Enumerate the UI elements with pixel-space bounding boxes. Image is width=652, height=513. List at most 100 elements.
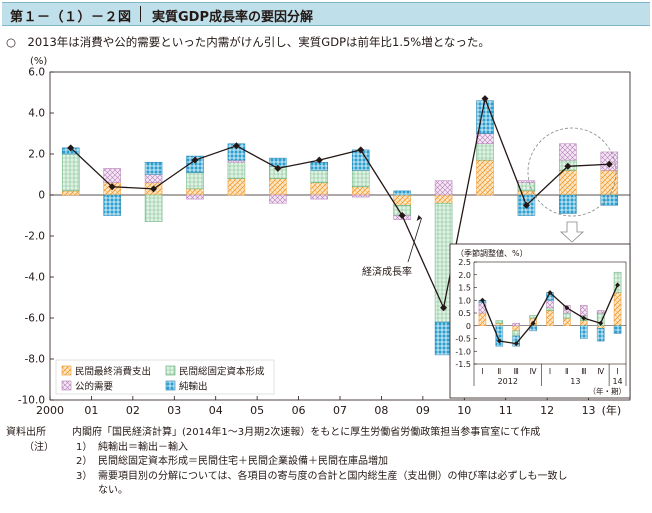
growth-point (581, 315, 587, 321)
bar-segment (596, 325, 605, 329)
inset-y-tick-label: 2.0 (458, 271, 471, 280)
bar-segment (227, 178, 246, 196)
bar-segment (186, 155, 204, 173)
note-key: 資料出所 (6, 427, 46, 438)
growth-point (513, 341, 519, 347)
bar-segment (600, 194, 619, 206)
growth-point (274, 164, 282, 172)
y-tick-label: -10.0 (18, 395, 45, 407)
inset-quarter-label: Ⅳ (530, 367, 537, 376)
note-text: ない。 (98, 485, 128, 496)
legend-swatch (165, 380, 176, 391)
note-number: 2） (76, 456, 93, 467)
x-tick-label: 09 (416, 404, 430, 417)
y-tick-label: 0 (38, 190, 45, 202)
bar-segment (559, 194, 577, 214)
inset-quarter-label: Ⅱ (497, 367, 501, 376)
bar-segment (613, 271, 622, 293)
bar-segment (434, 194, 453, 204)
legend-label: 民間総固定資本形成 (179, 366, 265, 378)
bar-segment (559, 143, 577, 161)
inset-quarter-label: Ⅰ (549, 367, 551, 376)
growth-point (150, 185, 158, 193)
y-tick-label: -2.0 (25, 231, 46, 243)
quarterly-inset: （季節調整値、%）2.5 2.0 1.5 1.0 0.5 0 -0.5 -1.0 -1.5 Ⅰ Ⅱ Ⅲ… (449, 243, 631, 399)
bar-segment (144, 194, 163, 222)
legend-box (55, 359, 275, 395)
growth-point (440, 304, 448, 312)
bar-segment (512, 322, 520, 327)
x-tick-label: 02 (126, 404, 140, 417)
note-number: 1） (76, 441, 93, 453)
bar-segment (227, 159, 246, 163)
zoom-arrow (559, 221, 585, 243)
bar-segment (596, 328, 605, 342)
bar-segment (393, 194, 411, 206)
bar-segment (227, 161, 246, 179)
bar-segment (478, 312, 487, 326)
bar-segment (580, 320, 588, 326)
annotation-arrowhead (416, 215, 422, 221)
x-tick-label: 10 (457, 404, 471, 417)
inset-y-tick-label: 1.0 (458, 296, 471, 305)
inset-quarter-label: Ⅰ (481, 367, 483, 376)
growth-point (191, 156, 199, 164)
bar-segment (580, 305, 588, 316)
y-tick-label: -6.0 (25, 313, 46, 325)
bar-segment (596, 310, 605, 314)
bar-segment (310, 170, 329, 183)
bar-segment (613, 292, 622, 327)
lead-text: ○ 2013年は消費や公的需要といった内需がけん引し、実質GDPは前年比1.5%… (6, 35, 490, 49)
notes: 資料出所 内閣府「国民経済計算」(2014年1～3月期2次速報）をもとに厚生労働… (6, 426, 646, 499)
x-tick-label: 06 (292, 404, 306, 417)
inset-y-tick-label: 2.5 (458, 258, 471, 267)
inset-year-label: 2012 (498, 377, 518, 386)
y-tick-label: -4.0 (25, 272, 46, 284)
bar-segment (495, 320, 504, 324)
inset-y-tick-label: -1.5 (455, 360, 471, 369)
x-tick-label: 2000 (36, 404, 64, 417)
growth-point (605, 160, 613, 168)
bar-segment (559, 170, 577, 196)
growth-point (479, 297, 485, 303)
main-plot: 6.04.02.00-2.0-4.0-6.0-8.0-10.0(%)2000 01… (18, 56, 631, 417)
bar-segment (351, 170, 370, 188)
figure-header: 第１－（１）－２図 実質GDP成長率の要因分解 (2, 2, 650, 26)
growth-line (70, 96, 610, 310)
bar-segment (351, 194, 370, 198)
bar-segment (512, 325, 520, 332)
note-1: （注） 1） 純輸出＝輸出－輸入 (6, 441, 646, 456)
inset-quarter-label: Ⅱ (565, 367, 569, 376)
bar-segment (434, 180, 453, 196)
bar-segment (476, 143, 494, 161)
x-axis-unit: (年) (602, 403, 622, 417)
legend-label: 公的需要 (75, 381, 113, 393)
bar-segment (61, 153, 80, 192)
bar-segment (476, 133, 494, 144)
inset-y-tick-label: -1.0 (455, 347, 471, 356)
y-axis-label: (%) (30, 56, 47, 67)
y-tick-label: 6.0 (28, 67, 45, 79)
note-key: （注） (24, 441, 54, 453)
gdp-growth-chart: 6.04.02.00-2.0-4.0-6.0-8.0-10.0(%)2000 01… (18, 56, 631, 417)
bar-segment (103, 194, 121, 216)
note-number: 3） (76, 470, 93, 482)
bar-segment (310, 182, 329, 196)
bar-segment (351, 186, 370, 196)
x-tick-label: 01 (84, 404, 98, 417)
inset-x-axis-unit: （年・期） (589, 386, 627, 396)
growth-line-label: 経済成長率 (362, 265, 412, 278)
bar-segment (186, 194, 204, 200)
bar-segment (478, 302, 487, 314)
x-tick-label: 03 (167, 404, 181, 417)
annotation-leader (407, 217, 422, 263)
bar-segment (563, 317, 571, 327)
bar-segment (512, 335, 520, 347)
growth-point (108, 183, 116, 191)
note-text: 民間総固定資本形成＝民間住宅＋民間企業設備＋民間在庫品増加 (98, 456, 388, 467)
growth-point (530, 320, 536, 326)
growth-point (357, 146, 365, 154)
growth-point (564, 162, 572, 170)
bar-segment (269, 194, 287, 204)
x-tick-label: 12 (540, 404, 554, 417)
